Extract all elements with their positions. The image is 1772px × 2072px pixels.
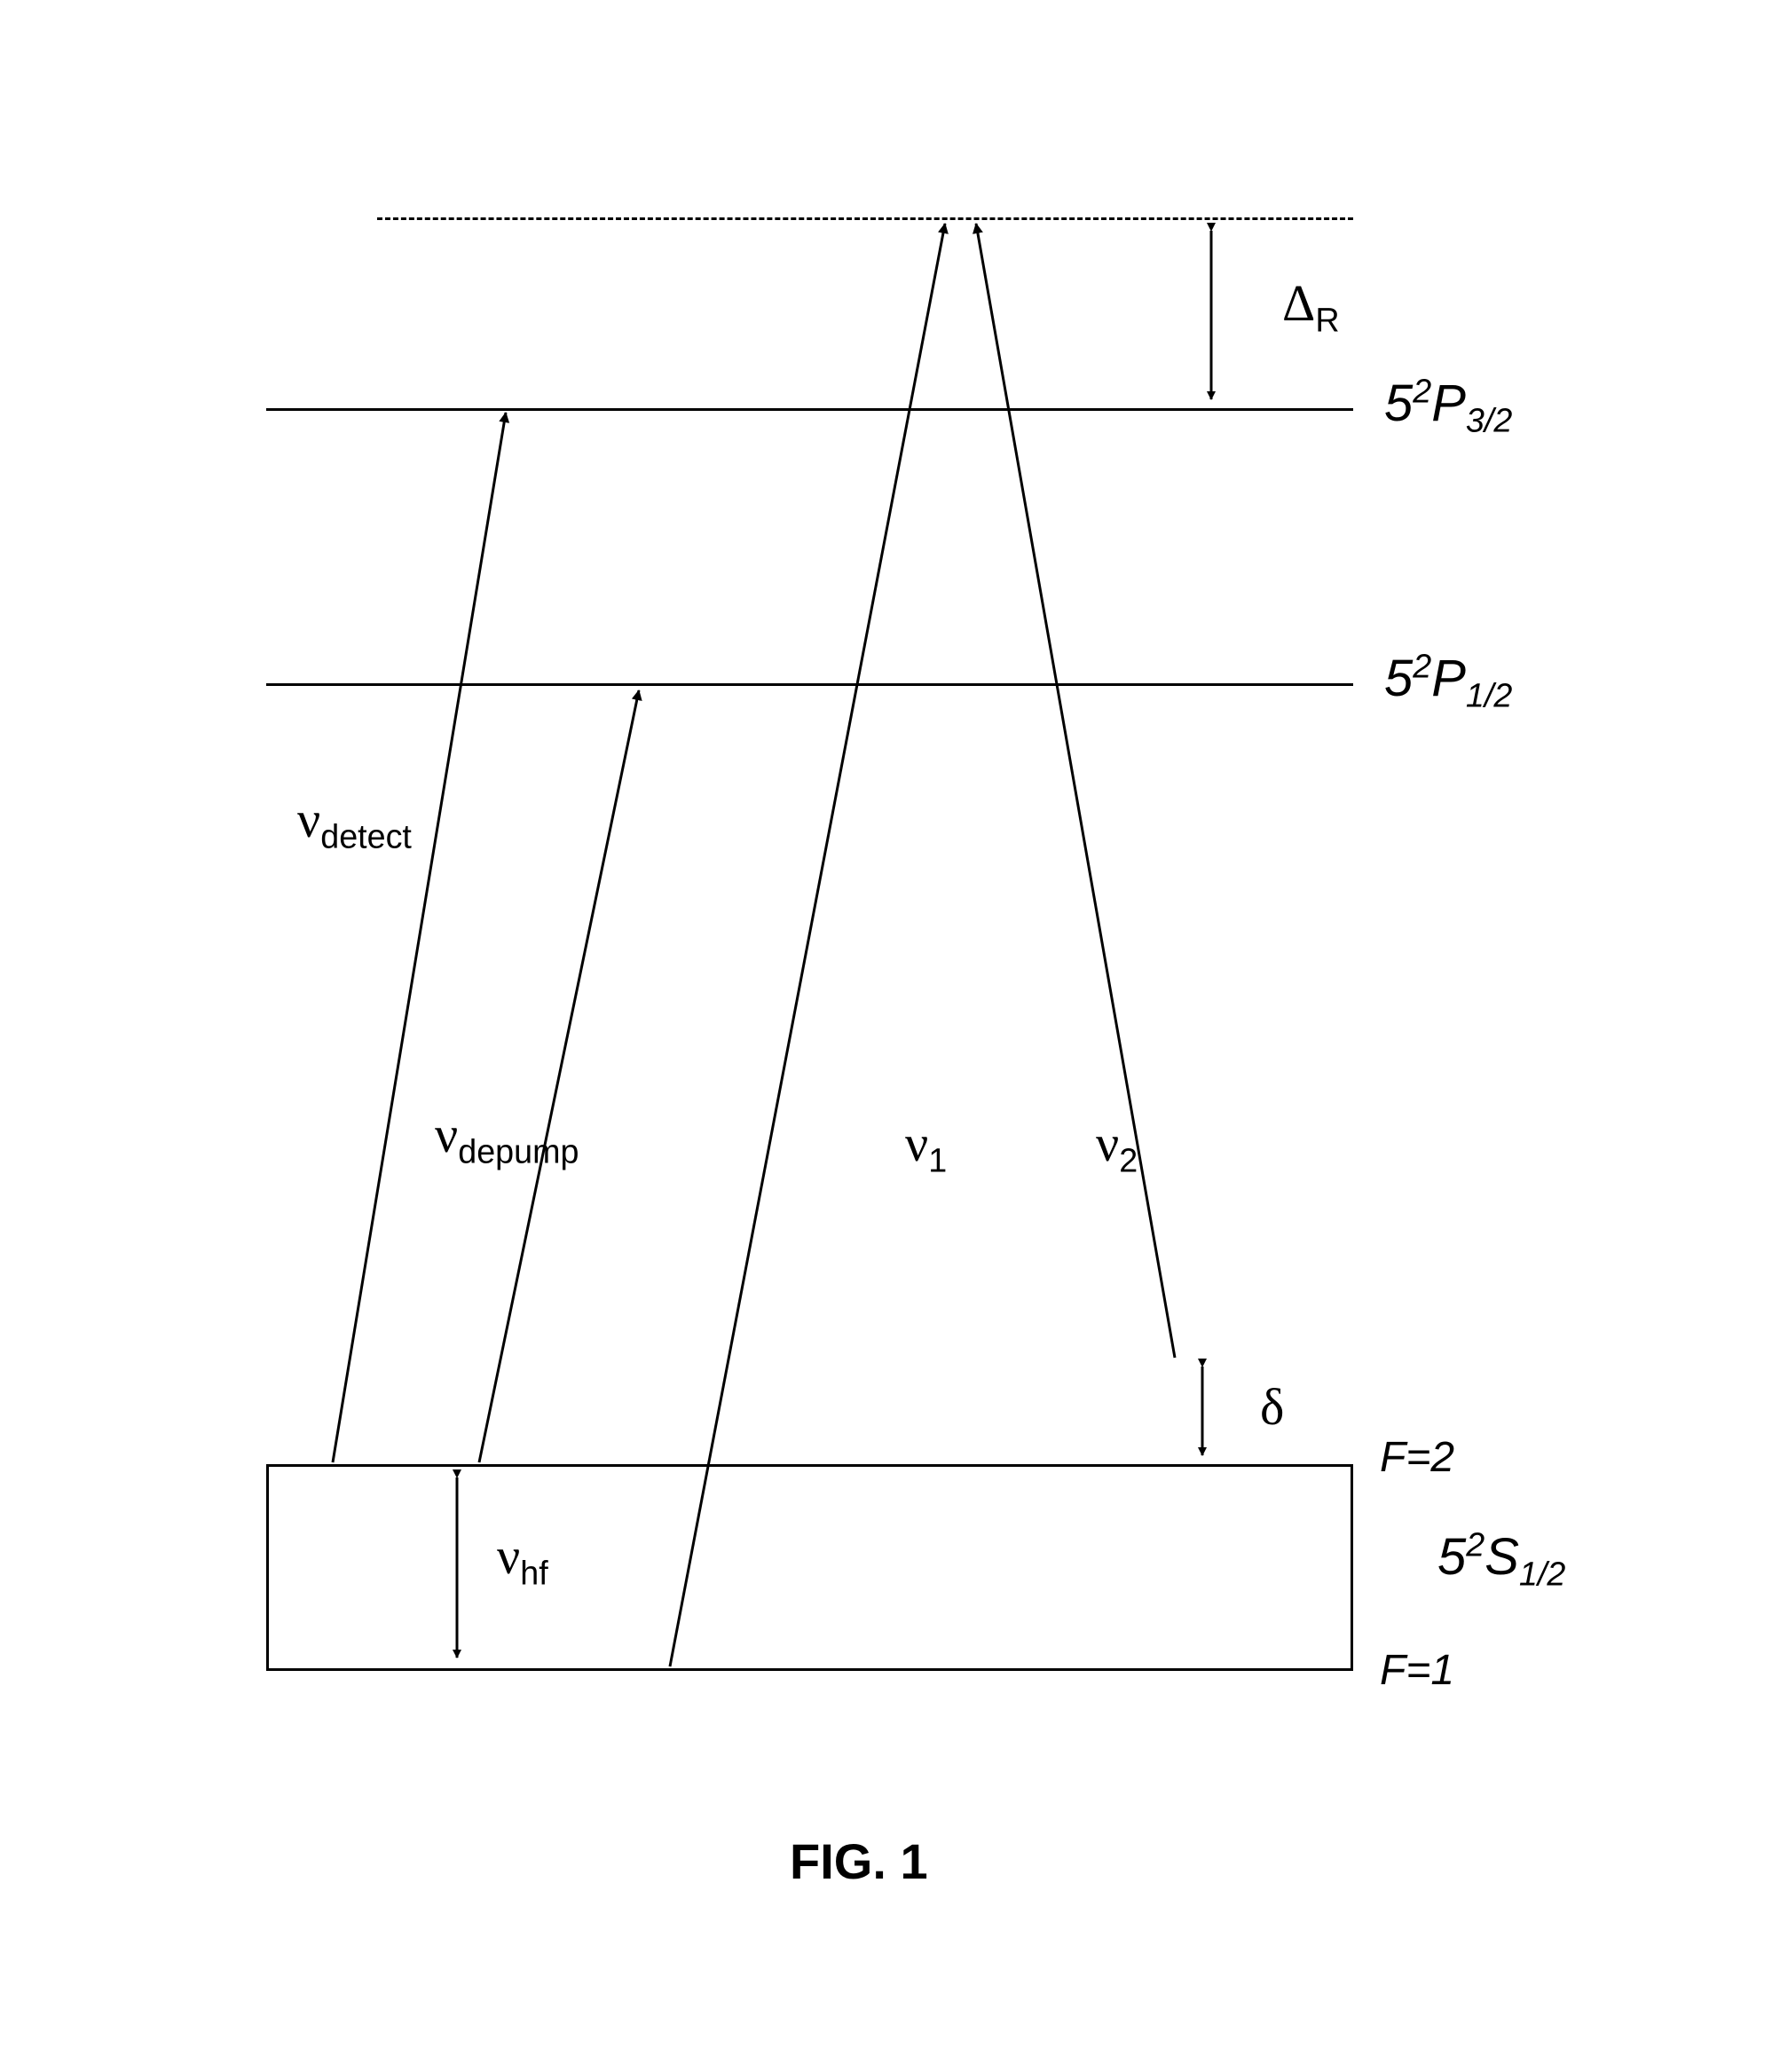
- delta-label: δ: [1260, 1377, 1284, 1437]
- nu1-label: ν1: [905, 1114, 947, 1180]
- energy-level-diagram: 52P3/2 52P1/2 F=2 F=1 52S1/2: [0, 0, 1772, 2072]
- nu-hf-text: νhf: [497, 1527, 548, 1585]
- nu-depump-arrow: [479, 690, 639, 1462]
- delta-r-label: ΔR: [1282, 273, 1340, 340]
- delta-r-text: ΔR: [1282, 274, 1340, 332]
- delta-text: δ: [1260, 1378, 1284, 1436]
- nu-depump-label: νdepump: [435, 1105, 579, 1171]
- nu-detect-arrow: [333, 413, 506, 1462]
- nu-hf-label: νhf: [497, 1526, 548, 1593]
- figure-label: FIG. 1: [790, 1832, 928, 1890]
- nu-detect-label: νdetect: [297, 790, 412, 856]
- nu1-text: ν1: [905, 1115, 947, 1172]
- nu-detect-text: νdetect: [297, 791, 412, 848]
- nu1-arrow: [670, 224, 945, 1666]
- nu2-text: ν2: [1096, 1115, 1138, 1172]
- nu2-arrow: [976, 224, 1175, 1358]
- nu-depump-text: νdepump: [435, 1106, 579, 1163]
- arrows-svg: [0, 0, 1772, 2072]
- nu2-label: ν2: [1096, 1114, 1138, 1180]
